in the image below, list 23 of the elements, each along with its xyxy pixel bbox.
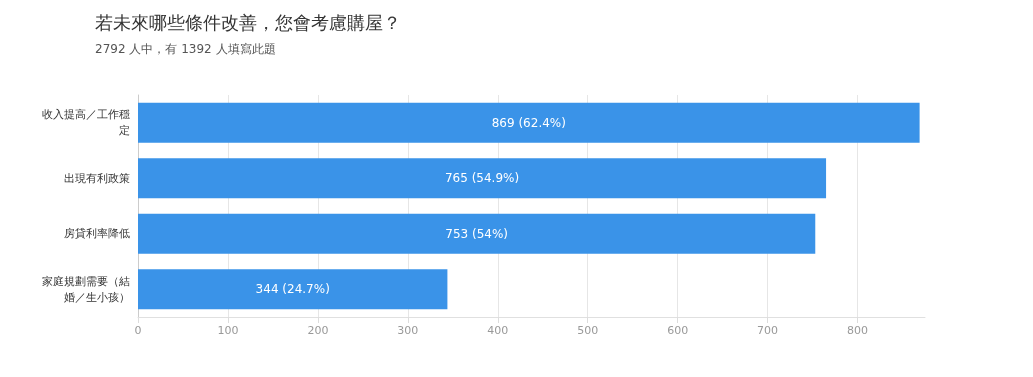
data-label: 765 (54.9%) [444,171,520,186]
chart-subtitle: 2792 人中，有 1392 人填寫此題 [95,42,276,56]
y-tick-label: 收入提高／工作穩定 [42,108,130,138]
y-tick-label: 家庭規劃需要（結婚／生小孩） [42,274,130,304]
x-tick-label: 300 [397,324,419,337]
x-tick-label: 800 [847,324,869,337]
y-tick-label: 房貸利率降低 [64,227,130,241]
data-label: 753 (54%) [445,226,509,241]
bar [138,269,448,310]
bar [138,158,827,199]
bar [138,102,920,143]
x-tick-label: 200 [307,324,329,337]
bar [138,213,816,254]
data-label: 869 (62.4%) [491,115,566,130]
chart-title: 若未來哪些條件改善，您會考慮購屋？ [95,11,401,33]
x-tick-label: 700 [757,324,779,337]
x-tick-label: 100 [217,324,239,337]
data-label: 344 (24.7%) [255,282,330,297]
x-tick-label: 500 [577,324,599,337]
x-tick-label: 600 [667,324,689,337]
x-tick-label: 0 [134,324,142,337]
y-tick-label: 出現有利政策 [64,171,130,185]
x-tick-label: 400 [487,324,509,337]
